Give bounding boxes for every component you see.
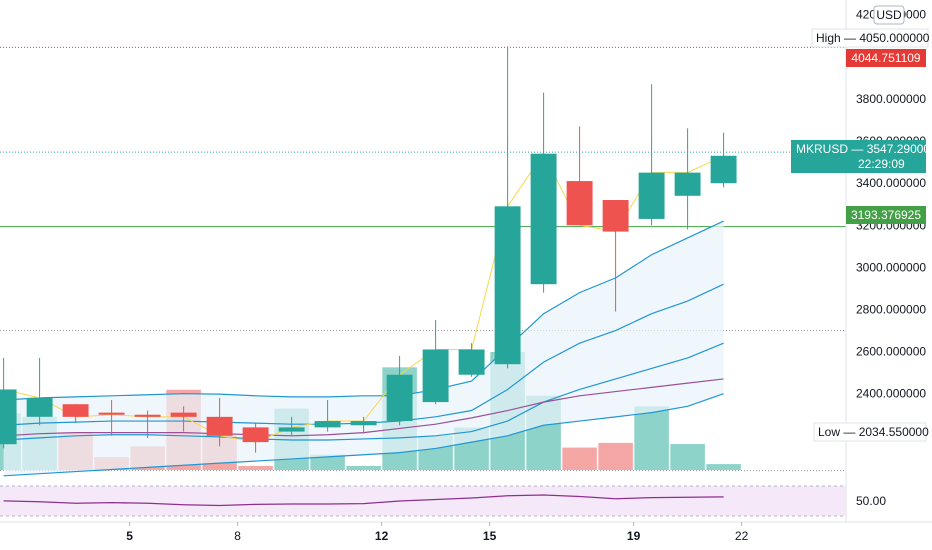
time-tick-label: 12 bbox=[375, 529, 389, 543]
candle[interactable] bbox=[674, 128, 701, 230]
rsi-line bbox=[3, 494, 724, 507]
price-ticks: 2200.0000002400.0000002600.0000002800.00… bbox=[856, 8, 926, 443]
green-line-label: 3193.376925 bbox=[846, 206, 926, 224]
red-line-label: 4044.751109 bbox=[846, 49, 926, 67]
price-tick-label: 2600.000000 bbox=[856, 345, 926, 359]
low-label-text: Low bbox=[818, 425, 840, 439]
volume-bar bbox=[310, 454, 345, 470]
current-symbol: MKRUSD bbox=[796, 142, 848, 156]
candle-body bbox=[530, 153, 557, 285]
volume-bar bbox=[562, 447, 597, 470]
price-tick-label: 3000.000000 bbox=[856, 260, 926, 274]
candle-body bbox=[386, 374, 413, 422]
price-tick-label: 2800.000000 bbox=[856, 302, 926, 316]
candle-body bbox=[638, 172, 665, 219]
red-line-value: 4044.751109 bbox=[851, 51, 921, 65]
candle[interactable] bbox=[602, 200, 629, 312]
low-label-value: 2034.550000 bbox=[859, 425, 929, 439]
candle-body bbox=[62, 404, 89, 417]
candle[interactable] bbox=[278, 416, 305, 436]
candle-body bbox=[278, 427, 305, 432]
rsi-tick-label: 50.00 bbox=[856, 494, 886, 508]
volume-bar bbox=[670, 444, 705, 470]
candle[interactable] bbox=[638, 84, 665, 226]
lower-outer-band-line bbox=[3, 393, 724, 477]
candle[interactable] bbox=[242, 423, 269, 453]
candle[interactable] bbox=[458, 343, 485, 377]
candle-body bbox=[602, 200, 629, 232]
candle[interactable] bbox=[494, 46, 521, 369]
candle-body bbox=[350, 421, 377, 426]
time-axis[interactable]: 5 8 12 15 19 22 bbox=[0, 521, 932, 543]
candle-body bbox=[674, 172, 701, 196]
svg-text:Low — 2034.550000: Low — 2034.550000 bbox=[818, 425, 929, 439]
candle[interactable] bbox=[0, 357, 17, 449]
low-label: Low — 2034.550000 bbox=[813, 422, 929, 442]
candle[interactable] bbox=[350, 416, 377, 434]
candle-body bbox=[26, 397, 53, 417]
time-tick-label: 15 bbox=[483, 529, 497, 543]
candle-body bbox=[170, 412, 197, 417]
candle-body bbox=[242, 427, 269, 443]
candle-body bbox=[0, 389, 17, 445]
candle[interactable] bbox=[422, 320, 449, 405]
candle[interactable] bbox=[314, 400, 341, 432]
lower-band-line bbox=[3, 342, 724, 441]
high-label-text: High bbox=[816, 31, 841, 45]
candle-body bbox=[710, 155, 737, 184]
candle-body bbox=[314, 421, 341, 428]
volume-bar bbox=[634, 406, 669, 470]
upper-band-line bbox=[3, 220, 724, 401]
svg-text:High — 4050.000000: High — 4050.000000 bbox=[816, 31, 930, 45]
candle[interactable] bbox=[134, 410, 161, 438]
countdown-timer: 22:29:09 bbox=[858, 157, 905, 171]
candle[interactable] bbox=[170, 406, 197, 432]
candle-body bbox=[98, 412, 125, 415]
volume-bar bbox=[238, 466, 273, 470]
rsi-band bbox=[0, 486, 846, 516]
candle[interactable] bbox=[530, 92, 557, 293]
candle[interactable] bbox=[206, 397, 233, 447]
candle[interactable] bbox=[98, 400, 125, 436]
time-ticks: 5 8 12 15 19 22 bbox=[126, 522, 749, 543]
candle-body bbox=[422, 349, 449, 403]
high-label-value: 4050.000000 bbox=[859, 31, 929, 45]
green-line-value: 3193.376925 bbox=[851, 208, 921, 222]
candle-body bbox=[206, 416, 233, 436]
candle-body bbox=[458, 349, 485, 375]
price-tick-label: 3400.000000 bbox=[856, 176, 926, 190]
volume-bar bbox=[706, 464, 741, 470]
candle[interactable] bbox=[386, 355, 413, 426]
candle[interactable] bbox=[566, 126, 593, 226]
candles[interactable] bbox=[0, 46, 737, 453]
candle-body bbox=[134, 414, 161, 417]
svg-text:MKRUSD — 3547.290000: MKRUSD — 3547.290000 bbox=[796, 142, 932, 156]
currency-label: USD bbox=[876, 8, 902, 22]
time-tick-label: 5 bbox=[126, 529, 133, 543]
candle-body bbox=[566, 181, 593, 226]
price-tick-label: 3800.000000 bbox=[856, 92, 926, 106]
time-tick-label: 22 bbox=[735, 529, 749, 543]
candle[interactable] bbox=[26, 357, 53, 426]
rsi-pane bbox=[0, 485, 846, 517]
price-axis[interactable]: 2200.0000002400.0000002600.0000002800.00… bbox=[791, 0, 932, 522]
high-label: High — 4050.000000 bbox=[811, 28, 930, 48]
candle[interactable] bbox=[710, 132, 737, 188]
price-tick-label: 2400.000000 bbox=[856, 387, 926, 401]
volume-bar bbox=[346, 466, 381, 470]
currency-badge[interactable]: USD bbox=[873, 5, 905, 25]
current-price-value: 3547.290000 bbox=[867, 142, 932, 156]
candle-body bbox=[494, 206, 521, 365]
volume-bar bbox=[598, 442, 633, 470]
candle[interactable] bbox=[62, 404, 89, 424]
time-tick-label: 19 bbox=[627, 529, 641, 543]
time-tick-label: 8 bbox=[234, 529, 241, 543]
current-price-label: MKRUSD — 3547.290000 22:29:09 bbox=[791, 140, 932, 173]
